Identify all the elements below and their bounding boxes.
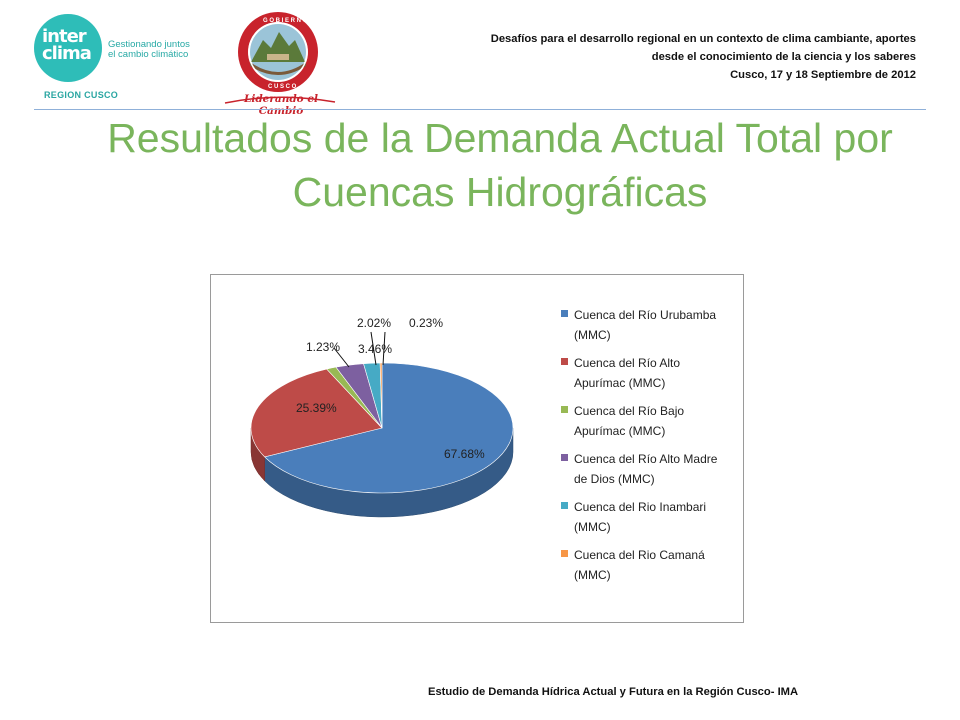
legend-swatch-0 — [561, 310, 568, 317]
pie-leader-line-2 — [333, 347, 350, 368]
interclima-logo-word-clima: clima — [42, 43, 92, 64]
pie-slice-5 — [379, 362, 383, 429]
footer-text: Estudio de Demanda Hídrica Actual y Futu… — [428, 686, 799, 698]
chart-frame: 67.68% 25.39% 1.23% 3.46% 2.02% 0.23% Cuenca d… — [210, 274, 744, 623]
pie-data-label-3: 3.46% — [358, 342, 392, 356]
pie-legend: Cuenca del Río Urubamba (MMC) Cuenca del R… — [561, 308, 718, 582]
pie-slice-1 — [250, 368, 383, 458]
interclima-tagline: Gestionando juntos el cambio climático — [108, 39, 190, 60]
svg-text:C U S C O: C U S C O — [268, 84, 297, 90]
svg-text:G O B I E R N O: G O B I E R N O — [263, 18, 308, 24]
legend-swatch-4 — [561, 502, 568, 509]
interclima-logo-word-inter: inter — [42, 26, 87, 47]
pie-leader-line-5 — [382, 331, 386, 366]
pie-top-faces — [250, 362, 514, 494]
gobierno-regional-logo: G O B I E R N O C U S C O Liderando el C… — [223, 10, 339, 117]
legend-swatch-5 — [561, 550, 568, 557]
legend-label-4: Cuenca del Rio Inambari (MMC) — [574, 500, 706, 534]
legend-label-0: Cuenca del Río Urubamba (MMC) — [574, 308, 716, 342]
pie-data-label-2: 1.23% — [306, 340, 340, 354]
legend-label-1: Cuenca del Río Alto Apurímac (MMC) — [574, 356, 680, 390]
legend-label-3: Cuenca del Río Alto Madre de Dios (MMC) — [574, 452, 718, 486]
interclima-logo: inter clima Gestionando juntos el cambio… — [34, 14, 204, 104]
slide-title: Resultados de la Demanda Actual Total po… — [107, 115, 893, 215]
header-divider — [34, 109, 926, 110]
header-line-1: Desafíos para el desarrollo regional en … — [490, 33, 916, 45]
interclima-logo-circle — [34, 14, 102, 82]
pie-data-label-0: 67.68% — [444, 447, 485, 461]
legend-label-2: Cuenca del Río Bajo Apurímac (MMC) — [574, 404, 684, 438]
legend-swatch-2 — [561, 406, 568, 413]
gobierno-regional-seal-icon: G O B I E R N O C U S C O — [224, 12, 336, 104]
header-line-2: desde el conocimiento de la ciencia y lo… — [651, 51, 916, 63]
region-label: REGION CUSCO — [44, 90, 119, 100]
legend-label-5: Cuenca del Rio Camaná (MMC) — [574, 548, 705, 582]
pie-data-label-1: 25.39% — [296, 401, 337, 415]
pie-chart: 67.68% 25.39% 1.23% 3.46% 2.02% 0.23% Cuenca d… — [250, 308, 718, 582]
pie-data-labels: 67.68% 25.39% 1.23% 3.46% 2.02% 0.23% — [296, 316, 485, 461]
gobierno-motto: Liderando el Cambio — [243, 93, 319, 117]
pie-slice-0 — [264, 362, 514, 494]
header-line-3: Cusco, 17 y 18 Septiembre de 2012 — [730, 69, 916, 81]
legend-swatch-3 — [561, 454, 568, 461]
pie-data-label-5: 0.23% — [409, 316, 443, 330]
legend-swatch-1 — [561, 358, 568, 365]
pie-data-label-4: 2.02% — [357, 316, 391, 330]
event-header: Desafíos para el desarrollo regional en … — [356, 30, 916, 84]
pie-leader-line-4 — [370, 331, 377, 366]
